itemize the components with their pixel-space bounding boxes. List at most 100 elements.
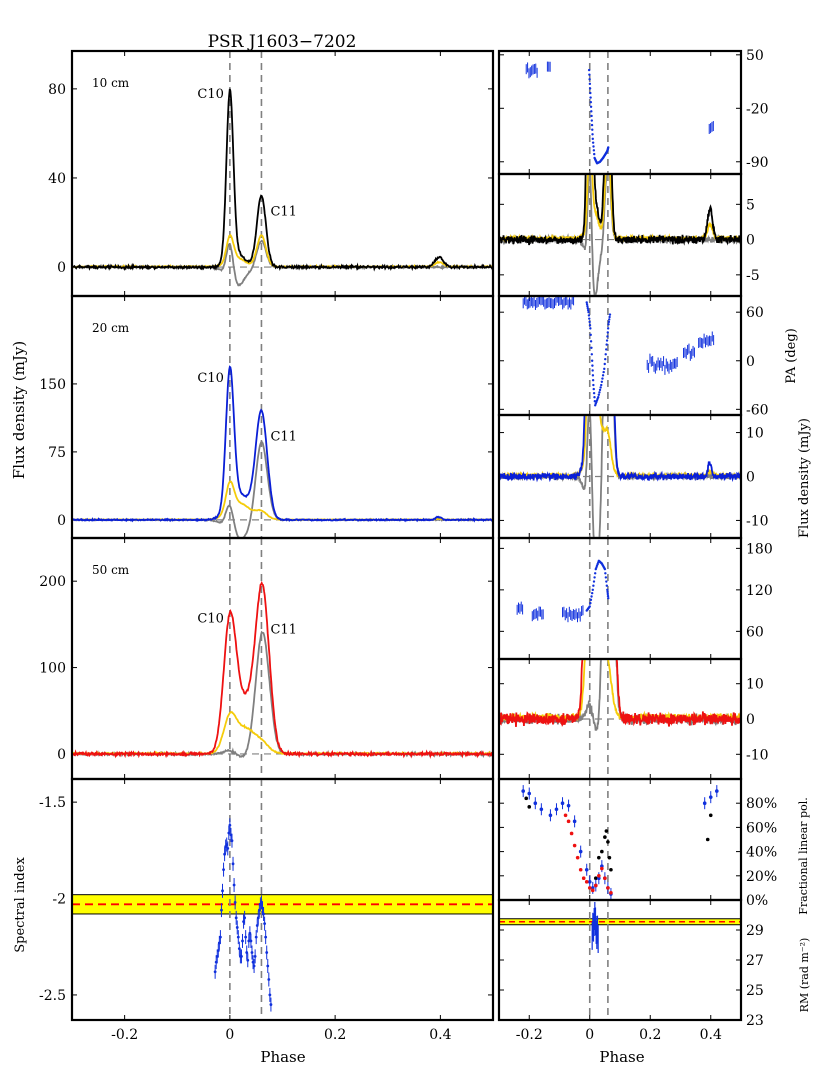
fractional-pol-point	[566, 803, 571, 808]
y-tick-label: 80	[48, 82, 66, 98]
pa-point	[592, 383, 595, 387]
pa-point	[606, 594, 610, 598]
pa-point	[592, 149, 596, 152]
y-tick-label: -10	[746, 513, 769, 529]
spectral-index-point	[267, 978, 271, 981]
fractional-pol-point	[708, 813, 713, 818]
spectral_index-frame	[70, 777, 495, 1022]
component-label-c10: C10	[197, 87, 224, 102]
y-axis-label-spectral-index: Spectral index	[13, 857, 28, 953]
spectral-index-point	[219, 935, 222, 939]
total-intensity-line	[72, 365, 493, 523]
fractional-pol-point	[597, 855, 601, 860]
spectral-index-point	[252, 964, 256, 968]
pa-point	[591, 369, 594, 372]
spectral-index-point	[221, 889, 224, 893]
pa-point	[603, 367, 606, 371]
fractional-pol-point	[607, 855, 612, 860]
figure-title: PSR J1603−7202	[208, 32, 357, 52]
pa-point	[603, 362, 606, 366]
fractional-pol-point	[715, 789, 719, 793]
y-tick-label: -10	[746, 747, 769, 763]
spectral-index-point	[249, 939, 253, 943]
fractional-pol-point	[533, 801, 538, 805]
y-axis-label-pa: PA (deg)	[784, 328, 799, 384]
pa-point	[601, 374, 605, 377]
pa-point	[593, 572, 597, 575]
pa-point	[593, 395, 596, 399]
total-intensity-line	[499, 659, 741, 727]
y-tick-label: 0	[746, 233, 755, 249]
linear-pol-line	[499, 415, 741, 480]
total-intensity-line	[499, 415, 741, 483]
y-tick-label: 120	[746, 583, 773, 599]
pa-point	[592, 145, 595, 148]
pa-point	[585, 303, 589, 306]
pa-point	[603, 567, 607, 571]
spectral-index-point	[266, 964, 270, 968]
pa-point	[588, 323, 592, 327]
spectral-index-point	[244, 935, 248, 939]
fractional-pol-point	[604, 829, 609, 833]
spectral-index-point	[262, 912, 265, 916]
x-tick-label: 0	[225, 1027, 234, 1043]
y-tick-label: 0	[57, 513, 66, 529]
pa-point	[585, 301, 588, 304]
fractional-pol-point	[527, 805, 532, 809]
spectral-index-point	[237, 947, 241, 951]
pa-point	[598, 391, 601, 394]
spectral-index-point	[264, 935, 268, 939]
profile_10cm-frame	[70, 49, 495, 298]
pa_10cm-axes: 50 -20 -90	[499, 48, 769, 174]
spectral-index-point	[269, 1003, 273, 1006]
pa-point	[591, 588, 594, 592]
total-intensity-line	[72, 88, 493, 272]
pa-point	[591, 374, 595, 377]
pa-point	[589, 100, 593, 104]
y-tick-label: 100	[39, 661, 66, 677]
y-tick-label: -90	[746, 155, 769, 171]
pa-point	[590, 595, 593, 598]
pa-point	[586, 307, 590, 310]
y-tick-label: 20%	[746, 869, 777, 885]
spectral-index-point	[234, 916, 238, 920]
pa-point	[608, 315, 611, 319]
band-label: 20 cm	[92, 321, 130, 335]
pa-point	[592, 580, 596, 583]
pa-point	[597, 395, 600, 399]
fractional-pol-point	[560, 801, 565, 805]
spectral-index-point	[231, 862, 235, 866]
fractional-pol-point	[606, 886, 610, 890]
rm-points	[591, 901, 599, 954]
fractional-pol-point	[587, 886, 592, 890]
pa-point	[605, 348, 608, 351]
spectral-index-point	[240, 954, 243, 958]
pa-point	[588, 87, 592, 90]
pa-point	[592, 584, 595, 587]
flux_zoom_20cm-axes: 10 0 -10	[499, 415, 769, 538]
spectral-index-point	[253, 954, 257, 958]
y-tick-label: 29	[746, 923, 764, 939]
pa-point	[590, 359, 594, 362]
component-label-c11: C11	[270, 429, 297, 444]
pa-point	[587, 314, 591, 317]
y-tick-label: 150	[39, 377, 66, 393]
y-tick-label: -1.5	[39, 795, 66, 811]
y-tick-label: -2	[52, 892, 66, 908]
y-tick-label: 23	[746, 1013, 764, 1029]
fractional-pol-point	[584, 867, 589, 872]
pa-point	[606, 588, 609, 592]
pa-point	[604, 357, 607, 361]
rotation_measure-frame	[497, 898, 743, 1022]
spectral-index-point	[233, 900, 237, 904]
spectral-index-point	[222, 868, 225, 872]
pa-point	[608, 318, 611, 321]
pa-point	[591, 364, 594, 367]
component-label-c11: C11	[270, 622, 297, 637]
flux_zoom_20cm-frame	[497, 413, 743, 540]
pa-point	[601, 377, 604, 380]
y-tick-label: -2.5	[39, 988, 66, 1004]
fractional-pol-point	[554, 807, 559, 812]
pa-point	[604, 353, 607, 356]
pa-point	[589, 333, 592, 337]
